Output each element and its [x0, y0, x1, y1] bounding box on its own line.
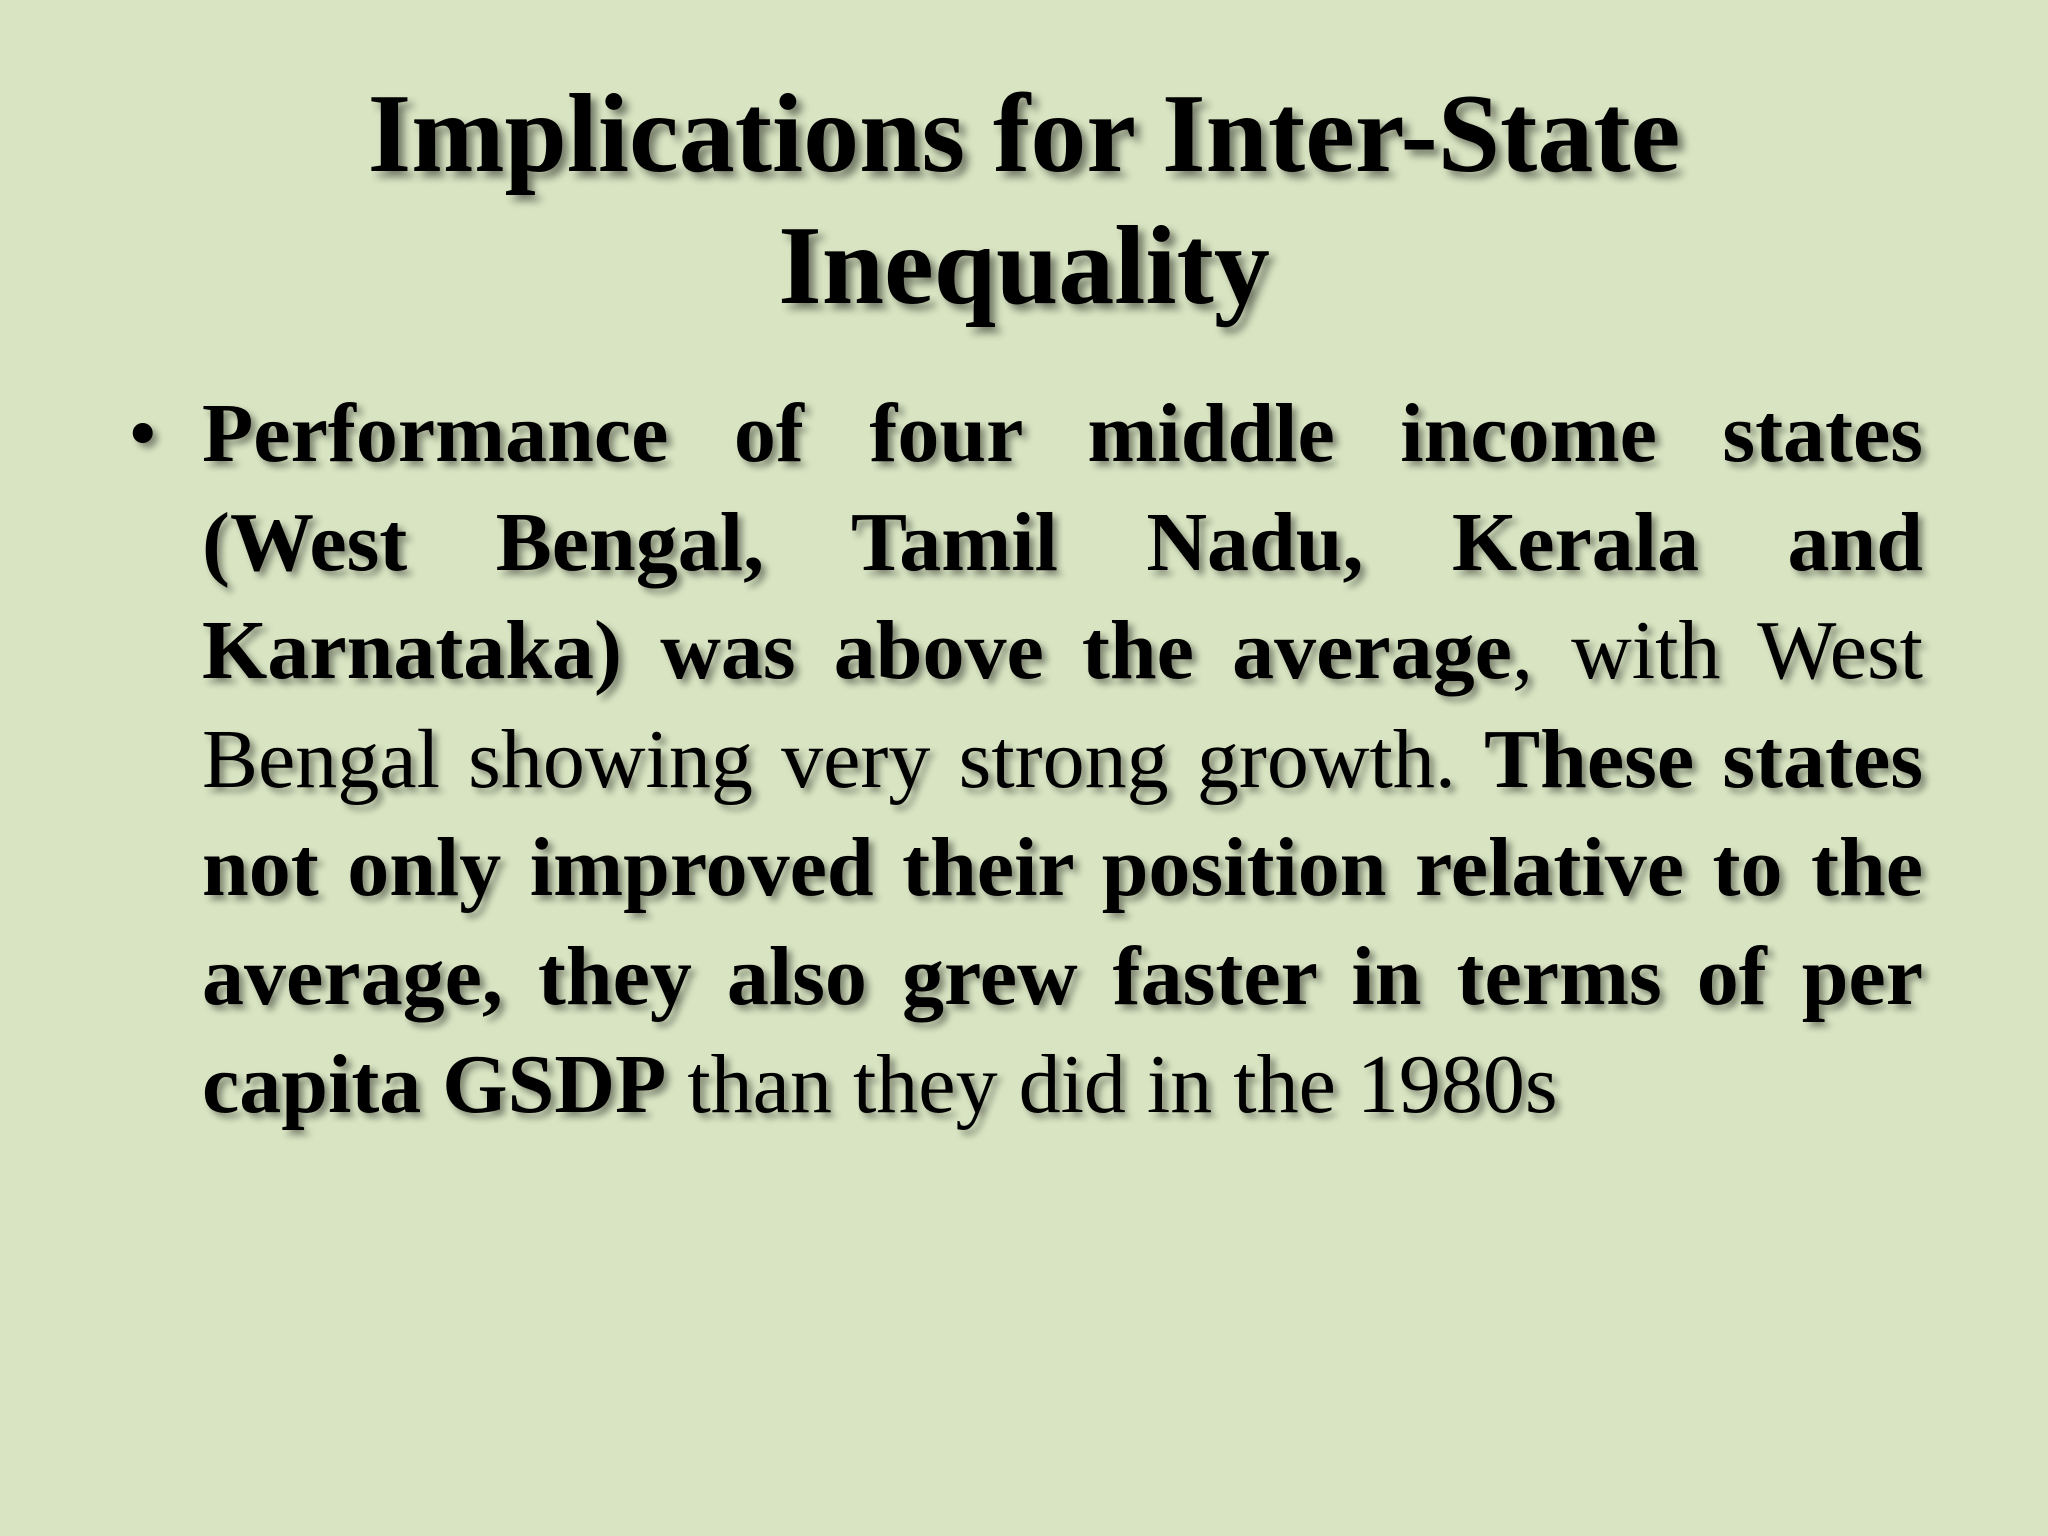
bullet-text-bold-2: These states not only improved their pos… [202, 712, 1924, 1132]
bullet-item: • Performance of four middle income state… [128, 380, 1923, 1140]
bullet-text-normal-2: than they did in the 1980s [666, 1038, 1558, 1131]
bullet-list: • Performance of four middle income state… [128, 380, 1923, 1140]
bullet-icon: • [128, 387, 158, 480]
bullet-text-normal-1: , with West Bengal showing very strong g… [202, 604, 1923, 806]
slide-title-line-2: Inequality [778, 204, 1270, 328]
slide-title: Implications for Inter-State Inequality [0, 68, 2048, 332]
slide-title-line-1: Implications for Inter-State [367, 72, 1681, 196]
bullet-text-bold-1: Performance of four middle income states… [202, 387, 1923, 697]
